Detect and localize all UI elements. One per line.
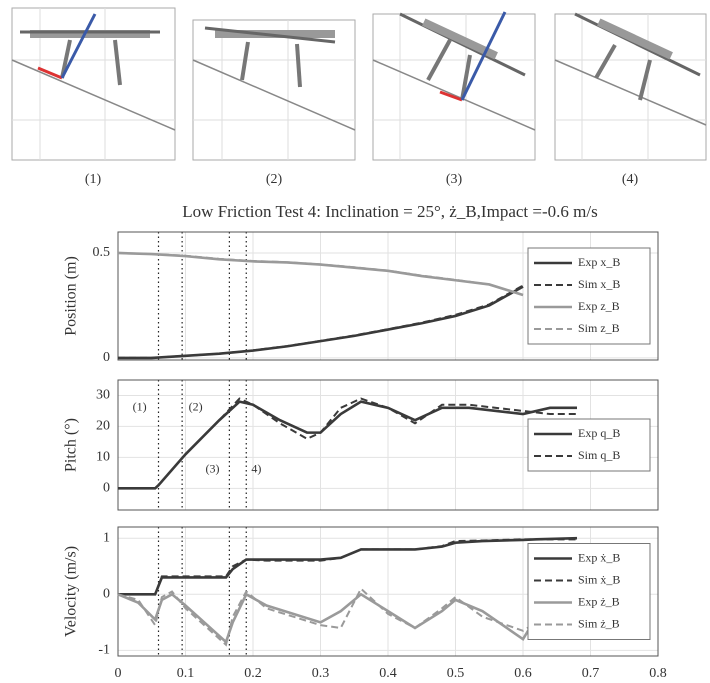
series-line — [117, 587, 578, 647]
snapshot-label: (2) — [266, 172, 283, 187]
y-tick-label: -1 — [98, 643, 110, 658]
series-line — [117, 592, 578, 645]
snapshot-label: (4) — [622, 172, 639, 187]
y-tick-label: 0 — [103, 350, 110, 365]
y-tick-label: 10 — [96, 450, 110, 465]
x-tick-label: 0 — [115, 666, 122, 681]
legend-label: Sim z_B — [578, 321, 620, 335]
snapshot-label: (1) — [85, 172, 102, 187]
x-tick-label: 0.5 — [447, 666, 465, 681]
y-axis-label: Pitch (°) — [63, 418, 80, 472]
y-tick-label: 0.5 — [93, 245, 111, 260]
y-tick-label: 30 — [96, 388, 110, 403]
legend-label: Sim x_B — [578, 277, 620, 291]
series-line — [118, 284, 524, 359]
y-axis-label: Position (m) — [63, 256, 80, 336]
x-tick-label: 0.1 — [177, 666, 195, 681]
legend-label: Exp z_B — [578, 299, 620, 313]
annotation: 4) — [251, 462, 261, 476]
snapshot — [554, 12, 707, 161]
legend-box — [527, 418, 651, 472]
snapshot-label: (3) — [446, 172, 463, 187]
legend-label: Sim ẋ_B — [578, 572, 620, 586]
legend-label: Exp q_B — [578, 426, 620, 440]
snapshot — [11, 7, 176, 161]
x-tick-label: 0.8 — [649, 666, 667, 681]
legend-label: Exp ẋ_B — [578, 550, 620, 564]
snapshots — [11, 7, 707, 161]
plot-frame — [117, 526, 659, 657]
snapshot — [372, 11, 536, 161]
x-tick-label: 0.7 — [582, 666, 600, 681]
y-tick-label: 0 — [103, 481, 110, 496]
x-tick-label: 0.6 — [514, 666, 532, 681]
plot-frame — [117, 379, 659, 511]
annotation: (1) — [133, 400, 147, 414]
snapshot — [192, 19, 356, 161]
legend-label: Exp ż_B — [578, 594, 620, 608]
y-tick-label: 20 — [96, 419, 110, 434]
x-tick-label: 0.4 — [379, 666, 397, 681]
series-line — [117, 251, 524, 296]
legend-label: Sim q_B — [578, 448, 620, 462]
annotation: (3) — [206, 462, 220, 476]
y-axis-label: Velocity (m/s) — [63, 546, 80, 637]
x-tick-label: 0.2 — [244, 666, 262, 681]
figure-title: Low Friction Test 4: Inclination = 25°, … — [182, 202, 597, 221]
series-line — [118, 538, 577, 596]
series-line — [118, 397, 577, 490]
legend-label: Exp x_B — [578, 255, 620, 269]
y-tick-label: 0 — [103, 587, 110, 602]
legend-label: Sim ż_B — [578, 616, 620, 630]
x-tick-label: 0.3 — [312, 666, 330, 681]
y-tick-label: 1 — [103, 530, 110, 545]
plot-frame — [117, 231, 659, 361]
annotation: (2) — [189, 400, 203, 414]
